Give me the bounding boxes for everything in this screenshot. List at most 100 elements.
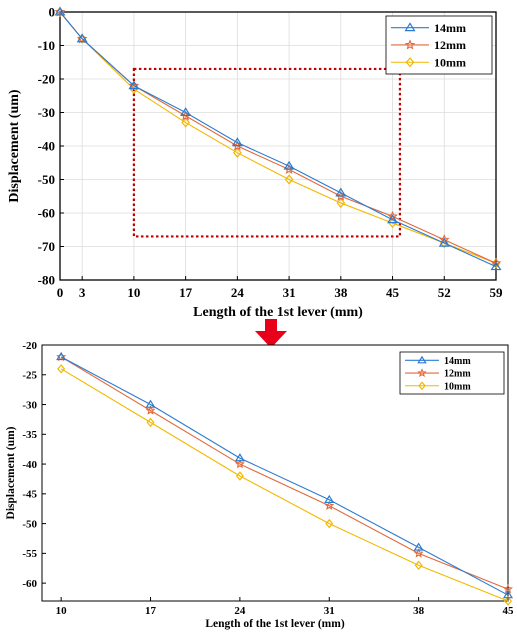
legend-label-12mm: 12mm	[434, 38, 466, 52]
series-line-10mm	[60, 368, 509, 602]
x-axis-label: Length of the 1st lever (mm)	[205, 618, 345, 630]
data-point-14mm	[335, 187, 347, 197]
x-tick-label: 17	[145, 605, 157, 617]
data-point-14mm	[54, 6, 66, 16]
data-point-10mm	[181, 117, 190, 128]
data-point-14mm	[231, 137, 243, 147]
data-point-10mm	[414, 560, 423, 571]
x-tick-label: 45	[386, 285, 400, 300]
data-point-12mm	[387, 210, 398, 221]
legend-marker-14mm	[404, 22, 416, 32]
legend-label-14mm: 14mm	[444, 356, 471, 367]
y-tick-label: -40	[22, 459, 37, 471]
data-point-14mm	[145, 399, 156, 408]
series-line-14mm	[60, 356, 509, 596]
y-tick-label: -35	[22, 429, 37, 441]
x-tick-label: 10	[56, 605, 68, 617]
data-point-12mm	[324, 500, 335, 510]
zoomed-chart: 10 17 24 31 38 45 -20 -25 -30 -35 -40 -45 -50 -55 -60 L…	[5, 340, 514, 630]
y-tick-label: 0	[49, 5, 56, 20]
data-point-14mm	[180, 107, 192, 117]
data-point-10mm	[336, 197, 346, 209]
data-point-14mm	[283, 160, 295, 170]
series-line-10mm	[59, 11, 497, 264]
series-line-12mm	[60, 356, 509, 590]
legend-marker-10mm	[418, 381, 426, 391]
x-tick-label: 10	[127, 285, 140, 300]
y-tick-label: -40	[38, 139, 55, 154]
y-tick-label: -60	[38, 206, 55, 221]
data-point-14mm	[76, 33, 88, 43]
y-tick-label: -25	[22, 370, 37, 382]
data-point-12mm	[54, 6, 66, 17]
y-tick-label: -70	[38, 239, 55, 254]
data-point-10mm	[388, 217, 397, 229]
legend-marker-10mm	[405, 57, 415, 68]
data-point-12mm	[56, 351, 67, 362]
x-tick-label: 3	[79, 285, 86, 300]
y-axis-label: Displacement (um)	[5, 426, 17, 519]
legend-label-10mm: 10mm	[434, 55, 466, 69]
y-tick-label: -45	[22, 489, 37, 501]
data-point-14mm	[413, 542, 424, 551]
y-tick-label: -50	[38, 172, 55, 187]
legend-label-12mm: 12mm	[444, 369, 471, 380]
x-tick-label: 31	[283, 285, 296, 300]
data-point-12mm	[438, 234, 450, 245]
data-point-14mm	[128, 80, 140, 90]
y-tick-label: -30	[22, 399, 37, 411]
x-tick-label: 38	[413, 605, 425, 617]
x-tick-label: 45	[503, 605, 515, 617]
data-point-14mm	[490, 261, 502, 271]
y-tick-label: -20	[38, 72, 55, 87]
legend-label-10mm: 10mm	[444, 381, 471, 392]
x-tick-label: 24	[231, 285, 245, 300]
y-tick-label: -50	[22, 518, 37, 530]
overview-chart: 0 3 10 17 24 31 38 45 52 590-10-20-30-40-50-60-70…	[7, 5, 503, 320]
data-point-14mm	[324, 494, 335, 504]
y-tick-label: -55	[22, 548, 37, 560]
legend-marker-12mm	[404, 39, 416, 50]
data-point-10mm	[325, 518, 334, 529]
data-point-10mm	[284, 174, 294, 185]
data-point-14mm	[234, 453, 245, 462]
x-tick-label: 24	[234, 605, 246, 617]
y-tick-label: -80	[38, 273, 55, 288]
data-point-12mm	[490, 257, 502, 268]
x-axis-label: Length of the 1st lever (mm)	[193, 305, 363, 320]
series-line-14mm	[59, 11, 497, 268]
data-point-14mm	[502, 590, 514, 599]
x-tick-label: 0	[57, 285, 64, 300]
legend-label-14mm: 14mm	[434, 21, 466, 35]
data-point-10mm	[146, 417, 155, 428]
data-point-14mm	[387, 214, 399, 224]
data-point-12mm	[128, 80, 140, 91]
legend-marker-12mm	[417, 368, 427, 378]
y-tick-label: -60	[22, 578, 37, 590]
y-tick-label: -20	[22, 340, 37, 352]
x-tick-label: 17	[179, 285, 193, 300]
data-point-14mm	[438, 237, 450, 247]
data-point-10mm	[232, 147, 242, 158]
x-tick-label: 59	[490, 285, 504, 300]
legend-marker-14mm	[417, 355, 427, 364]
data-point-10mm	[503, 596, 513, 606]
data-point-12mm	[234, 458, 245, 469]
x-tick-label: 52	[438, 285, 451, 300]
data-point-10mm	[235, 471, 244, 481]
zoom-region-box	[132, 67, 402, 238]
y-axis-label: Displacement (um)	[7, 89, 22, 202]
y-tick-label: -30	[38, 105, 55, 120]
x-tick-label: 38	[334, 285, 348, 300]
down-arrow-shape	[255, 319, 287, 348]
data-point-12mm	[76, 33, 88, 44]
x-tick-label: 31	[324, 605, 335, 617]
data-point-12mm	[413, 548, 424, 558]
y-tick-label: -10	[38, 38, 55, 53]
down-arrow-icon	[255, 319, 287, 348]
data-point-12mm	[145, 405, 156, 415]
data-point-14mm	[56, 351, 67, 361]
data-point-10mm	[57, 364, 66, 374]
plot-frame	[41, 344, 509, 602]
